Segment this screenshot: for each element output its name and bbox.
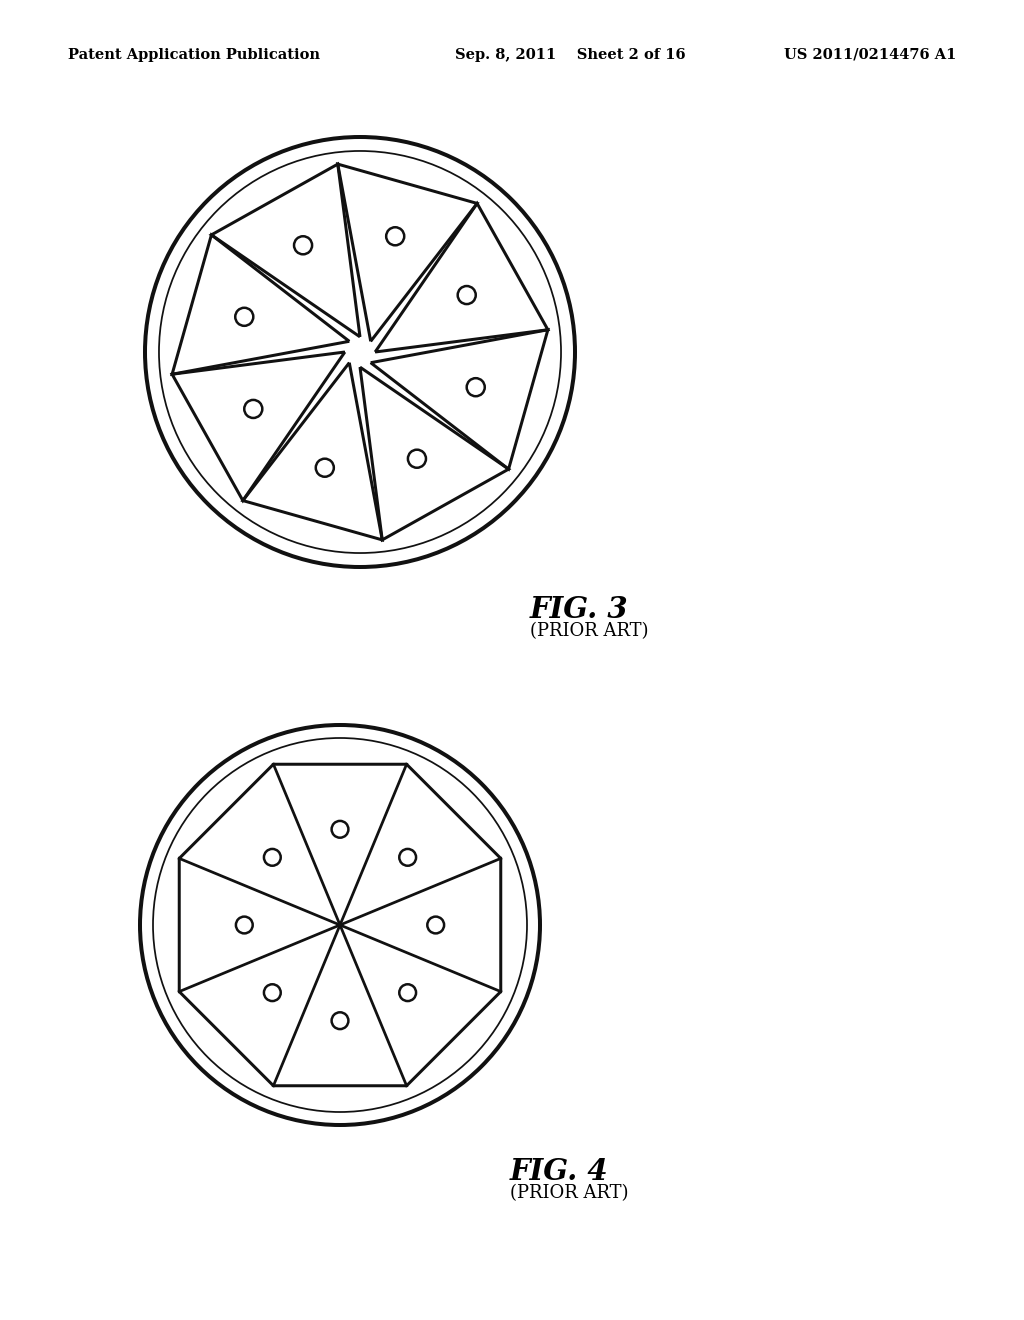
Text: (PRIOR ART): (PRIOR ART): [530, 622, 648, 640]
Text: Patent Application Publication: Patent Application Publication: [68, 48, 319, 62]
Text: Sep. 8, 2011    Sheet 2 of 16: Sep. 8, 2011 Sheet 2 of 16: [455, 48, 686, 62]
Text: US 2011/0214476 A1: US 2011/0214476 A1: [783, 48, 956, 62]
Text: FIG. 4: FIG. 4: [510, 1158, 608, 1185]
Text: (PRIOR ART): (PRIOR ART): [510, 1184, 629, 1203]
Text: FIG. 3: FIG. 3: [530, 595, 629, 624]
